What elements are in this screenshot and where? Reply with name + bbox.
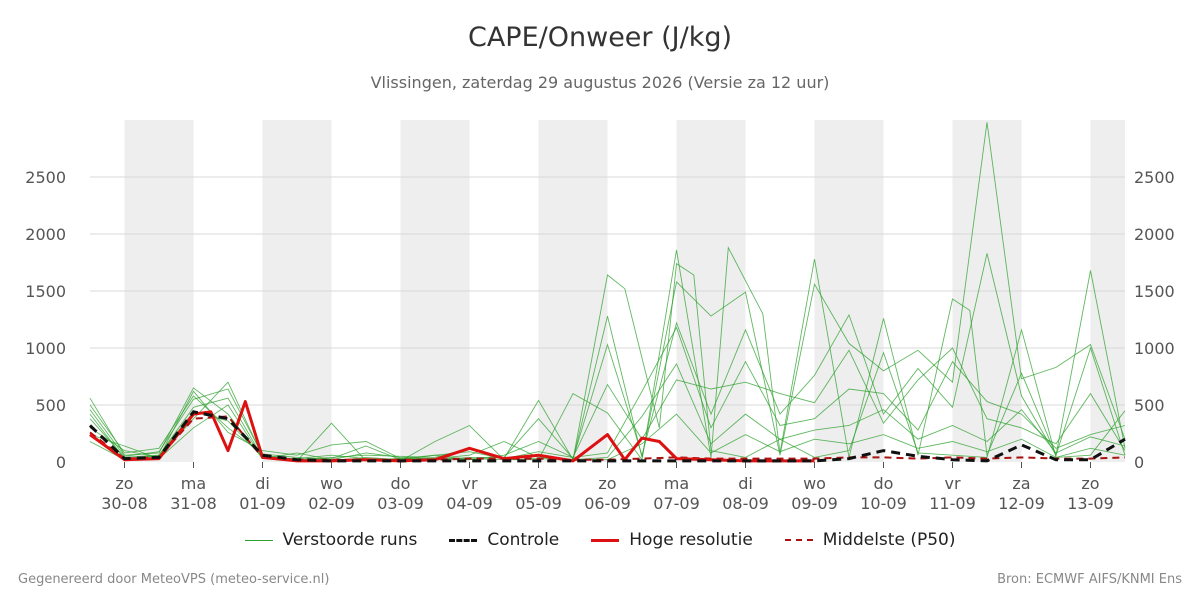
legend-item-members[interactable]: Verstoorde runs	[244, 530, 418, 550]
x-tick-date: 13-09	[1067, 494, 1114, 513]
x-tick-date: 10-09	[860, 494, 907, 513]
y-tick-label-right: 2500	[1134, 168, 1175, 187]
x-tick-date: 05-09	[515, 494, 562, 513]
legend-label-control: Controle	[487, 530, 560, 550]
x-tick-date: 01-09	[239, 494, 286, 513]
x-tick-day: ma	[181, 474, 206, 493]
y-tick-label-right: 2000	[1134, 225, 1175, 244]
y-axis-left: 0 500 1000 1500 2000 2500	[25, 168, 66, 472]
x-tick-date: 06-09	[584, 494, 631, 513]
legend-swatch-highres	[591, 538, 620, 542]
x-tick-day: ma	[664, 474, 689, 493]
x-tick-day: di	[255, 474, 270, 493]
main-series	[88, 400, 1126, 463]
x-axis: zo30-08ma31-08di01-09wo02-09do03-09vr04-…	[101, 462, 1114, 513]
chart-title: CAPE/Onweer (J/kg)	[467, 22, 732, 53]
x-tick-date: 04-09	[446, 494, 493, 513]
y-axis-right: 0 500 1000 1500 2000 2500	[1134, 168, 1175, 472]
y-tick-label-left: 1500	[25, 282, 66, 301]
highres-line	[89, 400, 815, 463]
control-line	[88, 410, 1126, 463]
x-tick-day: za	[1012, 474, 1030, 493]
x-tick-day: wo	[803, 474, 826, 493]
member-line	[89, 347, 1126, 461]
x-tick-day: vr	[461, 474, 477, 493]
legend-label-members: Verstoorde runs	[282, 530, 418, 550]
x-tick-day: vr	[944, 474, 960, 493]
x-tick-date: 31-08	[170, 494, 217, 513]
x-tick-date: 30-08	[101, 494, 148, 513]
x-tick-date: 12-09	[998, 494, 1045, 513]
legend-item-control[interactable]: Controle	[449, 530, 559, 550]
x-tick-date: 09-09	[791, 494, 838, 513]
y-tick-label-left: 0	[56, 453, 66, 472]
chart-subtitle: Vlissingen, zaterdag 29 augustus 2026 (V…	[370, 73, 830, 92]
legend-label-highres: Hoge resolutie	[629, 530, 753, 550]
x-tick-day: do	[874, 474, 894, 493]
y-tick-label-left: 2000	[25, 225, 66, 244]
footer-generator: Gegenereerd door MeteoVPS (meteo-service…	[18, 572, 330, 587]
x-tick-date: 02-09	[308, 494, 355, 513]
x-tick-date: 07-09	[653, 494, 700, 513]
x-tick-day: di	[738, 474, 753, 493]
x-tick-day: zo	[1081, 474, 1099, 493]
y-tick-label-right: 0	[1134, 453, 1144, 472]
footer-source: Bron: ECMWF AIFS/KNMI Ens	[997, 572, 1182, 587]
y-tick-label-left: 500	[35, 396, 66, 415]
y-tick-label-left: 1000	[25, 339, 66, 358]
legend-label-median: Middelste (P50)	[822, 530, 956, 550]
legend-swatch-control	[449, 538, 478, 542]
legend: Verstoorde runs Controle Hoge resolutie …	[0, 530, 1200, 550]
x-tick-day: za	[529, 474, 547, 493]
x-tick-day: wo	[320, 474, 343, 493]
y-tick-label-right: 1000	[1134, 339, 1175, 358]
x-tick-date: 03-09	[377, 494, 424, 513]
x-tick-day: do	[391, 474, 411, 493]
x-tick-day: zo	[115, 474, 133, 493]
x-tick-date: 08-09	[722, 494, 769, 513]
legend-swatch-members	[244, 539, 273, 541]
legend-swatch-median	[784, 539, 813, 541]
x-tick-day: zo	[598, 474, 616, 493]
y-tick-label-right: 1500	[1134, 282, 1175, 301]
legend-item-highres[interactable]: Hoge resolutie	[591, 530, 753, 550]
y-tick-label-left: 2500	[25, 168, 66, 187]
legend-item-median[interactable]: Middelste (P50)	[784, 530, 956, 550]
x-tick-date: 11-09	[929, 494, 976, 513]
y-tick-label-right: 500	[1134, 396, 1165, 415]
